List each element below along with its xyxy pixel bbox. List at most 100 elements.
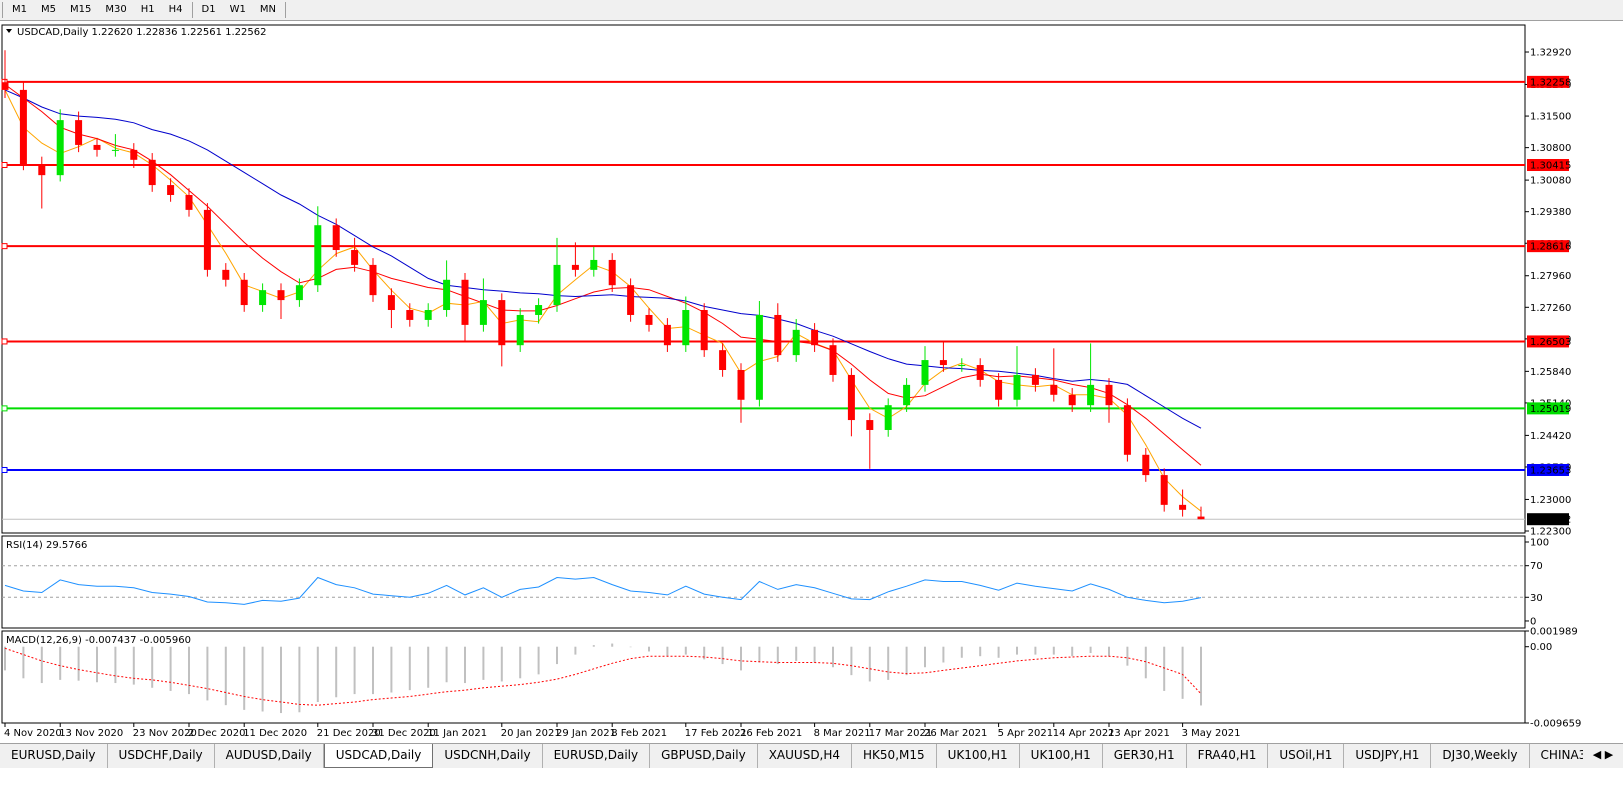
- x-tick-label: 14 Apr 2021: [1053, 728, 1115, 739]
- x-tick-label: 13 Nov 2020: [59, 728, 123, 739]
- candle-body: [571, 264, 579, 270]
- candle-body: [1, 82, 9, 90]
- macd-bar: [1071, 646, 1074, 657]
- candle-body: [682, 310, 690, 346]
- chart-tab[interactable]: USDCNH,Daily: [433, 744, 543, 768]
- x-tick-label: 17 Feb 2021: [685, 728, 747, 739]
- candle-body: [295, 285, 303, 301]
- macd-bar: [832, 646, 834, 668]
- pane-frame: [1, 535, 1526, 629]
- y-tick-label: 30: [1530, 593, 1543, 604]
- indicator-title: RSI(14) 29.5766: [6, 540, 87, 551]
- candle-body: [811, 329, 819, 346]
- y-tick-label: 1.30080: [1530, 176, 1571, 187]
- chart-tab[interactable]: USDCAD,Daily: [323, 744, 434, 768]
- macd-bar: [648, 646, 650, 652]
- timeframe-button[interactable]: W1: [229, 4, 246, 15]
- candle-body: [1179, 504, 1187, 510]
- macd-bar: [1200, 646, 1202, 706]
- candle-body: [148, 159, 156, 186]
- toolbar: M1 M5 M15 M30 H1 H4 D1 W1 MN: [0, 0, 1623, 21]
- macd-bar: [629, 646, 632, 648]
- candle-body: [167, 185, 175, 195]
- macd-bar: [40, 646, 43, 684]
- chart-tab[interactable]: DJ30,Weekly: [1431, 744, 1530, 768]
- candle-body: [903, 384, 911, 406]
- y-tick-label: 1.24420: [1530, 431, 1571, 442]
- x-tick-label: 11 Jan 2021: [427, 728, 487, 739]
- macd-bar: [335, 646, 338, 698]
- x-tick-label: 26 Feb 2021: [740, 728, 802, 739]
- y-tick-label: 0.00: [1530, 642, 1552, 653]
- macd-bar: [592, 645, 595, 647]
- chart-tab[interactable]: XAUUSD,H4: [758, 744, 853, 768]
- y-tick-label: 0: [1530, 616, 1536, 627]
- chart-tab[interactable]: GER30,H1: [1103, 744, 1187, 768]
- macd-bar: [280, 646, 282, 714]
- macd-bar: [1108, 646, 1110, 657]
- candle-body: [792, 329, 800, 356]
- macd-bar: [132, 646, 135, 685]
- macd-bar: [464, 646, 466, 684]
- chart-tab[interactable]: USDJPY,H1: [1344, 744, 1432, 768]
- candle-body: [1105, 384, 1113, 406]
- candle-body: [1123, 405, 1131, 455]
- timeframe-button[interactable]: M5: [41, 4, 56, 15]
- macd-bar: [22, 646, 25, 679]
- candle-body: [700, 310, 708, 351]
- timeframe-button[interactable]: MN: [259, 4, 276, 15]
- chart-tab[interactable]: USOil,H1: [1268, 744, 1345, 768]
- candle-body: [75, 120, 83, 145]
- macd-bar: [887, 646, 890, 680]
- timeframe-button[interactable]: H4: [168, 4, 183, 15]
- macd-bar: [316, 646, 319, 702]
- chart-tab[interactable]: HK50,M15: [852, 744, 937, 768]
- macd-bar: [151, 646, 154, 688]
- candle-body: [553, 264, 561, 306]
- x-tick-label: 23 Nov 2020: [133, 728, 197, 739]
- timeframe-button[interactable]: D1: [201, 4, 216, 15]
- macd-bar: [556, 646, 558, 665]
- x-tick-label: 29 Jan 2021: [556, 728, 616, 739]
- chart-tab[interactable]: FRA40,H1: [1187, 744, 1269, 768]
- candle-body: [93, 144, 101, 150]
- timeframe-button[interactable]: M15: [70, 4, 92, 15]
- candle-body: [719, 350, 727, 370]
- chart-tab[interactable]: AUDUSD,Daily: [215, 744, 324, 768]
- macd-bar: [206, 646, 209, 701]
- timeframe-button[interactable]: H1: [140, 4, 155, 15]
- candle-body: [1013, 374, 1021, 400]
- chart-tab[interactable]: UK100,H1: [937, 744, 1020, 768]
- chart-tab[interactable]: EURUSD,Daily: [0, 744, 108, 768]
- y-tick-label: 1.27260: [1530, 303, 1571, 314]
- x-tick-label: 31 Dec 2020: [372, 728, 436, 739]
- candle-body: [958, 365, 966, 367]
- y-tick-label: 1.23000: [1530, 495, 1571, 506]
- level-label-bg: [1527, 240, 1569, 253]
- macd-bar: [942, 646, 945, 663]
- candle-body: [1087, 384, 1095, 406]
- macd-bar: [960, 646, 963, 658]
- x-tick-label: 17 Mar 2021: [869, 728, 932, 739]
- y-tick-label: 1.27960: [1530, 271, 1571, 282]
- y-tick-label: 1.29380: [1530, 207, 1571, 218]
- candle-body: [663, 324, 671, 346]
- candle-body: [847, 374, 855, 421]
- chart-tab[interactable]: GBPUSD,Daily: [650, 744, 758, 768]
- tab-scroll[interactable]: ◀ ▶: [1583, 744, 1623, 766]
- chart-tab[interactable]: EURUSD,Daily: [543, 744, 651, 768]
- chart-tab[interactable]: UK100,H1: [1020, 744, 1103, 768]
- level-label-bg: [1527, 463, 1569, 476]
- level-label: 1.23653: [1530, 465, 1571, 476]
- x-tick-label: 21 Dec 2020: [317, 728, 381, 739]
- chart-tab[interactable]: USDCHF,Daily: [108, 744, 215, 768]
- macd-bar: [77, 646, 80, 681]
- timeframe-button[interactable]: M1: [12, 4, 27, 15]
- x-tick-label: 23 Apr 2021: [1108, 728, 1170, 739]
- tab-bar: EURUSD,Daily USDCHF,Daily AUDUSD,Daily USDC…: [0, 743, 1623, 768]
- macd-bar: [795, 646, 798, 661]
- macd-bar: [868, 646, 871, 682]
- macd-bar: [298, 646, 301, 713]
- timeframe-button[interactable]: M30: [105, 4, 127, 15]
- macd-bar: [684, 646, 687, 655]
